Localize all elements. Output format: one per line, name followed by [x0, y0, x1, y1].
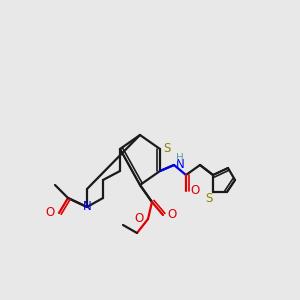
Text: O: O — [46, 206, 55, 220]
Text: N: N — [82, 200, 91, 214]
Text: H: H — [176, 153, 184, 163]
Text: S: S — [205, 191, 213, 205]
Text: O: O — [135, 212, 144, 226]
Text: O: O — [167, 208, 176, 221]
Text: O: O — [190, 184, 199, 197]
Text: N: N — [176, 158, 185, 172]
Text: S: S — [163, 142, 170, 155]
